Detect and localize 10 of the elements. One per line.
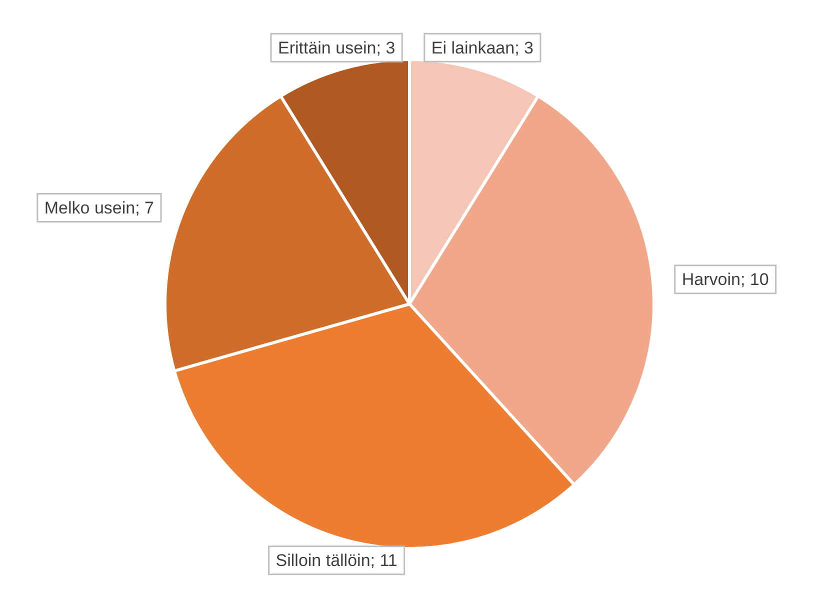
data-label: ; 3 xyxy=(376,38,396,58)
data-label: ; 7 xyxy=(135,198,154,218)
data-label: ; 3 xyxy=(514,38,534,58)
slice-label: Harvoin xyxy=(682,270,740,290)
slice-label: Silloin tällöin xyxy=(276,551,370,570)
data-label: ; 11 xyxy=(370,551,398,570)
slice-label: Melko usein xyxy=(44,198,136,218)
slice-label: Erittäin usein xyxy=(278,38,376,58)
data-label: ; 10 xyxy=(740,270,769,290)
slice-label: Ei lainkaan xyxy=(431,38,515,58)
